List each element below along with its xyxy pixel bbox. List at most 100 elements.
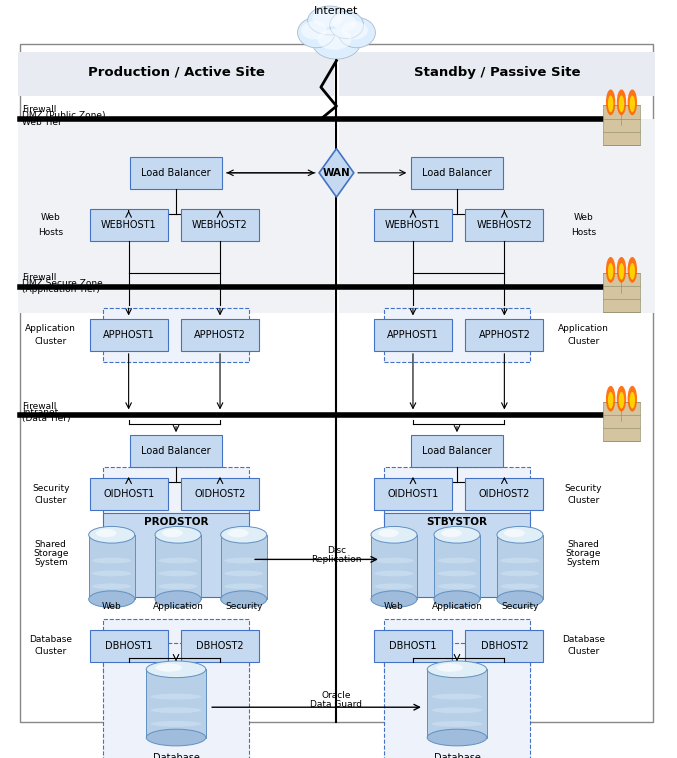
FancyBboxPatch shape (104, 643, 249, 758)
Ellipse shape (434, 526, 480, 543)
Ellipse shape (158, 558, 198, 563)
Ellipse shape (437, 663, 463, 672)
Text: APPHOST2: APPHOST2 (479, 330, 530, 340)
Ellipse shape (432, 694, 482, 700)
Text: Data Guard: Data Guard (311, 700, 362, 709)
Text: Web Tier: Web Tier (22, 117, 62, 127)
Text: Firewall: Firewall (22, 105, 56, 114)
Text: OIDHOST2: OIDHOST2 (479, 489, 530, 500)
Text: Hosts: Hosts (571, 228, 596, 237)
FancyBboxPatch shape (89, 209, 168, 241)
Ellipse shape (619, 263, 624, 280)
Text: WEBHOST1: WEBHOST1 (385, 220, 441, 230)
FancyBboxPatch shape (374, 319, 452, 351)
FancyBboxPatch shape (146, 669, 206, 738)
Ellipse shape (330, 11, 364, 39)
Text: Storage: Storage (33, 549, 68, 558)
FancyBboxPatch shape (466, 630, 544, 662)
Text: (Application Tier): (Application Tier) (22, 285, 100, 294)
FancyBboxPatch shape (466, 478, 544, 510)
Text: Shared: Shared (567, 540, 600, 549)
Text: Cluster: Cluster (567, 337, 600, 346)
Ellipse shape (427, 729, 487, 746)
Ellipse shape (374, 571, 414, 576)
FancyBboxPatch shape (497, 535, 543, 599)
Text: Security: Security (32, 484, 70, 493)
Text: OIDHOST1: OIDHOST1 (103, 489, 154, 500)
Ellipse shape (432, 707, 482, 713)
Ellipse shape (617, 257, 626, 283)
Text: Load Balancer: Load Balancer (422, 446, 492, 456)
Ellipse shape (371, 591, 417, 608)
Ellipse shape (432, 735, 482, 741)
Text: Security: Security (565, 484, 603, 493)
Ellipse shape (312, 10, 343, 27)
Ellipse shape (378, 529, 399, 537)
FancyBboxPatch shape (181, 478, 259, 510)
FancyBboxPatch shape (104, 619, 249, 673)
Ellipse shape (89, 591, 135, 608)
FancyBboxPatch shape (374, 209, 452, 241)
FancyBboxPatch shape (603, 105, 640, 145)
Ellipse shape (92, 597, 131, 602)
Text: Production / Active Site: Production / Active Site (87, 65, 265, 79)
Text: Hosts: Hosts (38, 228, 64, 237)
Ellipse shape (92, 584, 131, 589)
Ellipse shape (224, 584, 263, 589)
Ellipse shape (221, 526, 267, 543)
Ellipse shape (437, 597, 477, 602)
Text: Application: Application (152, 602, 204, 611)
Text: APPHOST1: APPHOST1 (103, 330, 154, 340)
Text: Standby / Passive Site: Standby / Passive Site (414, 65, 580, 79)
Ellipse shape (504, 529, 525, 537)
Text: Database: Database (29, 635, 72, 644)
FancyBboxPatch shape (434, 535, 480, 599)
FancyBboxPatch shape (412, 435, 502, 467)
Ellipse shape (437, 558, 477, 563)
Text: (Data Tier): (Data Tier) (22, 414, 70, 423)
Ellipse shape (628, 257, 637, 283)
Ellipse shape (374, 584, 414, 589)
Text: Intranet: Intranet (22, 408, 58, 417)
FancyBboxPatch shape (371, 535, 417, 599)
Text: Load Balancer: Load Balancer (141, 446, 211, 456)
Ellipse shape (606, 89, 615, 115)
Ellipse shape (500, 571, 540, 576)
Text: OIDHOST1: OIDHOST1 (387, 489, 439, 500)
Text: Cluster: Cluster (35, 647, 67, 656)
FancyBboxPatch shape (18, 119, 334, 313)
Text: DBHOST1: DBHOST1 (389, 641, 437, 651)
Text: DMZ Secure Zone: DMZ Secure Zone (22, 279, 102, 288)
Text: STBYSTOR: STBYSTOR (427, 517, 487, 528)
Ellipse shape (606, 257, 615, 283)
FancyBboxPatch shape (466, 319, 544, 351)
Ellipse shape (224, 597, 263, 602)
FancyBboxPatch shape (603, 402, 640, 441)
FancyBboxPatch shape (89, 630, 168, 662)
Ellipse shape (151, 707, 201, 713)
Ellipse shape (497, 591, 543, 608)
FancyBboxPatch shape (18, 52, 334, 96)
Text: Security: Security (501, 602, 539, 611)
Text: WEBHOST2: WEBHOST2 (192, 220, 248, 230)
FancyBboxPatch shape (603, 273, 640, 312)
Text: Database: Database (433, 753, 481, 758)
Text: Load Balancer: Load Balancer (422, 168, 492, 178)
FancyBboxPatch shape (338, 52, 655, 96)
Polygon shape (319, 149, 354, 197)
Text: OIDHOST2: OIDHOST2 (194, 489, 246, 500)
FancyBboxPatch shape (130, 435, 222, 467)
FancyBboxPatch shape (89, 535, 135, 599)
Text: Cluster: Cluster (35, 496, 67, 505)
Ellipse shape (617, 89, 626, 115)
Text: Security: Security (225, 602, 263, 611)
FancyBboxPatch shape (338, 119, 655, 313)
Text: Web: Web (573, 213, 594, 222)
FancyBboxPatch shape (104, 467, 249, 522)
Ellipse shape (497, 526, 543, 543)
Text: Database: Database (562, 635, 605, 644)
Text: Web: Web (102, 602, 122, 611)
Ellipse shape (89, 526, 135, 543)
FancyBboxPatch shape (374, 630, 452, 662)
Text: DBHOST2: DBHOST2 (481, 641, 528, 651)
